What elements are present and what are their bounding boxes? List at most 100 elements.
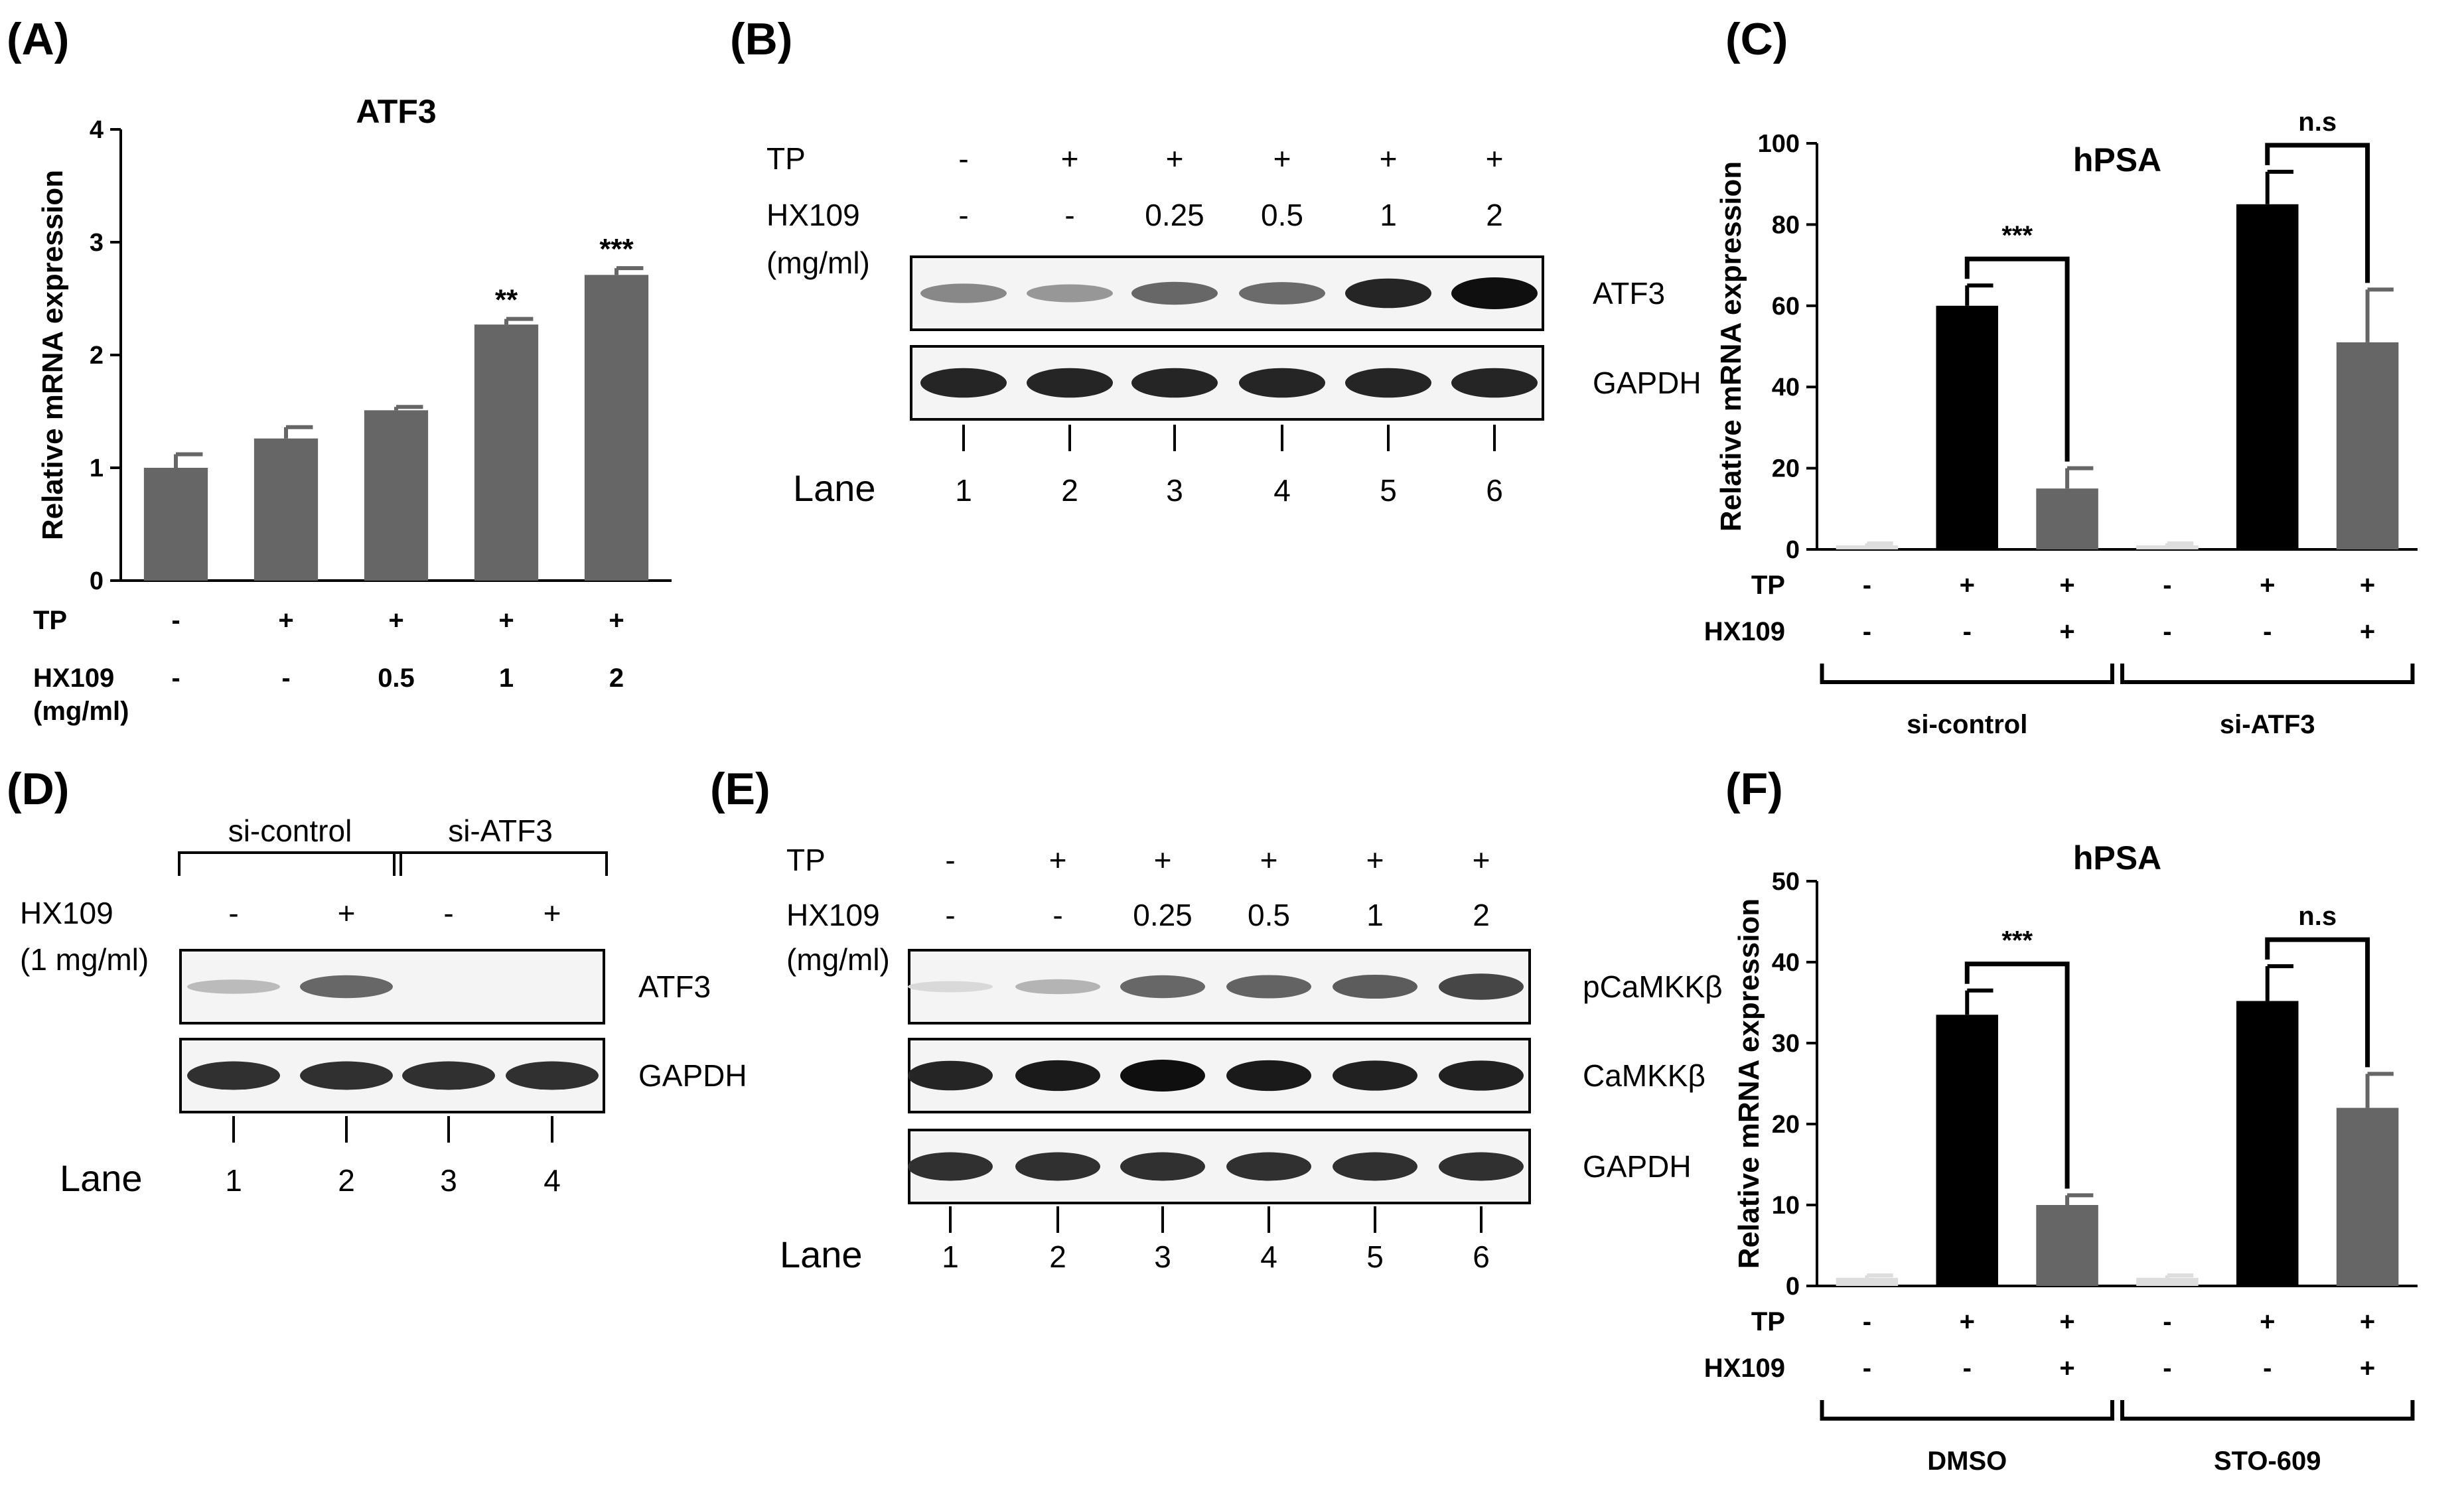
panel-label: (E) xyxy=(710,764,770,814)
comparison-label: *** xyxy=(2001,221,2033,250)
panel-E: (E) TP - + + + + + HX109 - - 0.25 0.5 1 2 (mg/ml) pCaMKK… xyxy=(710,764,1723,1275)
group-bracket xyxy=(393,851,608,876)
y-tick-label: 2 xyxy=(90,342,104,370)
blot-band xyxy=(1015,1152,1100,1181)
blot-band xyxy=(1131,368,1218,398)
panel-label: (F) xyxy=(1725,764,1783,814)
blot-frame xyxy=(910,255,1544,331)
blot-band xyxy=(1120,1060,1205,1092)
group-bracket xyxy=(178,851,402,876)
condition-value: 1 xyxy=(1366,898,1384,932)
lane-number: 5 xyxy=(1366,1239,1384,1274)
condition-value: 0.25 xyxy=(1133,898,1193,932)
y-tick-label: 4 xyxy=(90,116,104,144)
blot-frame xyxy=(908,1129,1531,1204)
condition-value: + xyxy=(609,606,624,635)
group-label: si-control xyxy=(228,813,352,848)
panel-B: (B) TP - + + + + + HX109 - - 0.25 0.5 1 2 (mg/ml) ATF3 GA… xyxy=(730,14,1702,509)
panel-C: (C) hPSA 0 20 40 60 80 100 Relative mRNA express… xyxy=(1704,14,2418,739)
condition-value: + xyxy=(2260,1307,2275,1336)
group-label: si-ATF3 xyxy=(2220,710,2315,739)
lane-number: 3 xyxy=(1154,1239,1171,1274)
condition-value: - xyxy=(945,843,955,877)
condition-value: - xyxy=(958,141,968,176)
condition-value: + xyxy=(278,606,293,635)
panel-label: (D) xyxy=(7,764,69,814)
lane-number: 3 xyxy=(1166,473,1183,508)
condition-value: 2 xyxy=(609,664,624,693)
condition-value: - xyxy=(1863,571,1871,600)
condition-value: + xyxy=(1154,843,1172,877)
chart-title: hPSA xyxy=(2073,839,2161,877)
blot-band xyxy=(187,979,280,994)
lane-label: Lane xyxy=(780,1234,863,1275)
condition-value: - xyxy=(2263,1354,2272,1383)
panel-label: (A) xyxy=(7,14,69,64)
y-tick-label: 30 xyxy=(1772,1030,1800,1058)
group-label: si-control xyxy=(1907,710,2027,739)
condition-value: 0.25 xyxy=(1145,198,1204,232)
bar xyxy=(2136,1277,2199,1286)
condition-value: - xyxy=(1863,617,1871,646)
condition-value: + xyxy=(338,896,356,930)
comparison-bracket xyxy=(2265,937,2370,1068)
group-label: STO-609 xyxy=(2214,1447,2321,1476)
condition-value: + xyxy=(2360,617,2375,646)
row-label: TP xyxy=(33,606,67,635)
blot-band xyxy=(1226,975,1311,999)
comparison-bracket xyxy=(1964,256,2070,462)
blot-band xyxy=(1239,282,1325,305)
y-axis-label: Relative mRNA expression xyxy=(1733,898,1765,1269)
significance-label: ** xyxy=(495,284,518,317)
blot-band xyxy=(908,1060,993,1091)
y-tick-label: 60 xyxy=(1772,293,1800,320)
lane-number: 1 xyxy=(955,473,972,508)
y-tick-label: 3 xyxy=(90,229,104,257)
lane-number: 4 xyxy=(544,1163,561,1198)
row-unit: (mg/ml) xyxy=(33,697,129,726)
blot-band xyxy=(1439,1152,1524,1181)
blot-label: GAPDH xyxy=(1593,366,1702,400)
row-unit: (mg/ml) xyxy=(766,246,870,280)
lane-number: 4 xyxy=(1260,1239,1277,1274)
blot-band xyxy=(1333,974,1417,999)
blot-frame xyxy=(910,345,1544,421)
condition-value: + xyxy=(1273,141,1291,176)
condition-value: + xyxy=(1486,141,1504,176)
lane-number: 6 xyxy=(1473,1239,1490,1274)
panel-D: (D) si-control si-ATF3 HX109 - + - + (1 mg/ml) AT… xyxy=(7,764,747,1199)
condition-value: 0.5 xyxy=(1261,198,1303,232)
blot-band xyxy=(1015,1060,1100,1092)
blot-band xyxy=(1131,281,1218,305)
significance-label: *** xyxy=(599,233,634,265)
condition-value: - xyxy=(1052,898,1062,932)
y-tick-label: 100 xyxy=(1758,130,1800,158)
blot-frame xyxy=(908,1038,1531,1113)
condition-value: + xyxy=(1166,141,1184,176)
lane-label: Lane xyxy=(60,1157,143,1199)
condition-value: - xyxy=(443,896,453,930)
comparison-label: *** xyxy=(2001,926,2033,955)
row-label: HX109 xyxy=(766,198,860,232)
blot-band xyxy=(506,1061,599,1090)
y-axis-label: Relative mRNA expression xyxy=(36,170,69,540)
y-tick-label: 1 xyxy=(90,455,104,482)
condition-value: + xyxy=(1061,141,1079,176)
condition-value: - xyxy=(2163,1307,2171,1336)
condition-value: + xyxy=(2360,571,2375,600)
y-tick-label: 40 xyxy=(1772,949,1800,977)
panel-label: (B) xyxy=(730,14,792,64)
condition-value: 2 xyxy=(1473,898,1490,932)
group-bracket xyxy=(2120,664,2415,684)
blot-band xyxy=(1439,973,1524,1000)
blot-label: CaMKKβ xyxy=(1583,1058,1705,1093)
blot-band xyxy=(920,368,1007,398)
comparison-bracket xyxy=(1964,961,2070,1189)
condition-value: - xyxy=(958,198,968,232)
blot-label: pCaMKKβ xyxy=(1583,969,1723,1004)
bar xyxy=(2136,545,2199,549)
condition-value: + xyxy=(2059,1354,2074,1383)
bar xyxy=(254,438,319,581)
blot-band xyxy=(1333,1152,1417,1181)
lane-number: 2 xyxy=(338,1163,355,1198)
